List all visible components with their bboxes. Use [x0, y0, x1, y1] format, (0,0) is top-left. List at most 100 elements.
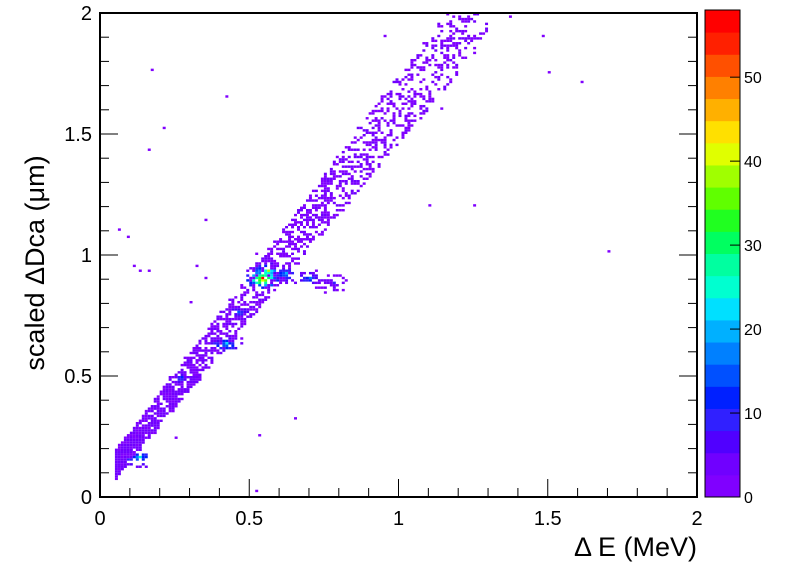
heatmap-cell — [138, 429, 142, 432]
heatmap-cell — [359, 163, 363, 166]
heatmap-cell — [132, 431, 136, 435]
heatmap-cell — [249, 305, 253, 309]
heatmap-cell — [404, 126, 408, 130]
heatmap-cell — [380, 141, 384, 144]
heatmap-cell — [338, 175, 342, 178]
heatmap-cell — [294, 242, 297, 246]
heatmap-cell — [323, 192, 327, 195]
heatmap-cell — [317, 218, 321, 222]
heatmap-cell — [300, 279, 303, 282]
heatmap-cell — [204, 349, 208, 352]
heatmap-cell — [326, 221, 330, 224]
heatmap-cell — [282, 240, 286, 243]
heatmap-cell — [383, 146, 387, 149]
color-scale-label: 20 — [744, 322, 762, 339]
heatmap-cell — [252, 267, 256, 270]
heatmap-cell — [144, 417, 148, 420]
heatmap-cell — [440, 68, 444, 72]
heatmap-cell — [347, 155, 351, 159]
heatmap-cell — [323, 187, 327, 190]
heatmap-cell — [425, 42, 429, 45]
heatmap-cell — [314, 281, 318, 285]
heatmap-cell — [282, 276, 286, 280]
heatmap-cell — [246, 279, 250, 282]
heatmap-cell — [308, 279, 312, 282]
heatmap-cell — [389, 143, 393, 147]
heatmap-cell — [443, 39, 447, 43]
heatmap-cell — [225, 327, 229, 331]
heatmap-cell — [401, 107, 405, 110]
heatmap-cell — [195, 373, 199, 376]
heatmap-cell — [332, 274, 336, 277]
heatmap-cell — [410, 58, 414, 62]
heatmap-cell — [264, 284, 268, 287]
heatmap-cell — [452, 56, 456, 59]
heatmap-cell — [362, 129, 366, 132]
heatmap-cell — [323, 211, 327, 214]
heatmap-cell — [407, 129, 411, 132]
heatmap-cell — [255, 300, 259, 304]
heatmap-cell — [195, 371, 199, 374]
heatmap-cell — [213, 320, 217, 323]
heatmap-cell — [240, 342, 244, 345]
heatmap-cell — [410, 119, 414, 122]
heatmap-cell — [419, 104, 423, 108]
heatmap-cell — [189, 351, 193, 355]
heatmap-cell — [356, 160, 360, 164]
heatmap-cell — [320, 196, 324, 200]
heatmap-cell — [368, 121, 372, 125]
heatmap-cell — [338, 158, 342, 161]
heatmap-cell — [192, 371, 196, 374]
heatmap-cell — [320, 189, 324, 193]
heatmap-cell — [183, 363, 187, 367]
heatmap-cell — [356, 126, 360, 130]
heatmap-cell — [464, 46, 468, 50]
heatmap-cell — [335, 209, 339, 212]
heatmap-cell — [162, 407, 166, 410]
heatmap-cell — [135, 455, 139, 459]
heatmap-cell — [425, 58, 429, 62]
heatmap-cell — [344, 170, 348, 173]
heatmap-cell — [228, 322, 232, 326]
heatmap-cell — [126, 235, 130, 239]
heatmap-cell — [183, 390, 187, 393]
heatmap-cell — [317, 286, 321, 289]
heatmap-cell — [195, 380, 199, 384]
heatmap-cell — [305, 209, 309, 212]
heatmap-cell — [177, 376, 181, 379]
heatmap-cell — [195, 359, 199, 362]
heatmap-cell — [285, 245, 289, 248]
heatmap-cell — [311, 235, 315, 239]
heatmap-cell — [279, 240, 283, 243]
heatmap-cell — [422, 109, 426, 113]
heatmap-cell — [231, 346, 235, 350]
heatmap-cell — [383, 153, 387, 156]
heatmap-cell — [123, 453, 127, 456]
heatmap-cell — [138, 443, 142, 447]
heatmap-cell — [180, 390, 184, 393]
heatmap-cell — [168, 397, 172, 401]
heatmap-cell — [428, 63, 432, 67]
heatmap-cell — [144, 429, 148, 432]
heatmap-cell — [389, 134, 393, 137]
heatmap-cell — [201, 337, 205, 340]
heatmap-cell — [267, 252, 271, 255]
heatmap-cell — [138, 434, 142, 437]
heatmap-cell — [159, 402, 163, 406]
heatmap-cell — [270, 267, 274, 270]
heatmap-cell — [455, 73, 459, 76]
heatmap-cell — [383, 95, 387, 98]
heatmap-cell — [425, 88, 429, 91]
heatmap-cell — [189, 378, 193, 381]
heatmap-cell — [198, 346, 202, 350]
axis-ticks — [99, 12, 698, 498]
heatmap-cell — [225, 339, 229, 343]
heatmap-cell — [416, 56, 420, 59]
heatmap-cell — [129, 431, 133, 435]
heatmap-cell — [177, 392, 181, 396]
heatmap-cell — [305, 216, 309, 219]
heatmap-cell — [288, 238, 292, 241]
heatmap-cell — [389, 92, 393, 96]
heatmap-cell — [350, 167, 354, 171]
heatmap-cell — [255, 262, 259, 265]
